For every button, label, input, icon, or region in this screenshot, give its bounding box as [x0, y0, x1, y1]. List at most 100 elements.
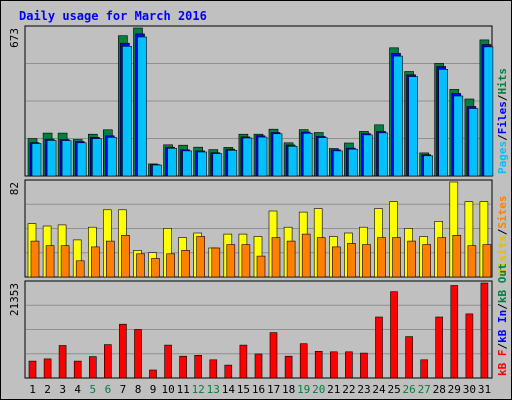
- x-tick-label-day-1: 1: [29, 383, 36, 396]
- bar-sites-day-22: [347, 243, 356, 278]
- bar-kb-f-day-10: [164, 344, 172, 379]
- bar-pages-day-24: [378, 132, 388, 177]
- x-tick-label-day-31: 31: [478, 383, 491, 396]
- x-tick-label-day-30: 30: [463, 383, 476, 396]
- bar-sites-day-23: [362, 244, 371, 278]
- bar-sites-day-21: [331, 246, 341, 278]
- x-tick-label-day-20: 20: [312, 383, 325, 396]
- bar-sites-day-2: [45, 245, 55, 278]
- x-tick-label-day-25: 25: [387, 383, 400, 396]
- bar-kb-f-day-9: [149, 369, 157, 379]
- bar-pages-day-29: [453, 95, 464, 177]
- middle-legend: Visits/Sites: [496, 196, 509, 276]
- bar-sites-day-14: [226, 244, 236, 278]
- bar-kb-f-day-3: [58, 345, 67, 379]
- x-tick-label-day-23: 23: [357, 383, 370, 396]
- x-tick-label-day-15: 15: [237, 383, 250, 396]
- bar-sites-day-5: [91, 246, 100, 278]
- bar-kb-f-day-18: [284, 355, 293, 379]
- x-axis-day-labels: 1 2 3 4 5 6 7 8 9 10 11 12 13 14 15 16 17 18 19 20 21 22 23 24 2…: [29, 383, 491, 396]
- bar-pages-day-16: [257, 136, 268, 177]
- bar-kb-f-day-22: [345, 351, 353, 379]
- bar-sites-day-24: [377, 237, 386, 278]
- bar-pages-day-1: [31, 143, 42, 177]
- bar-sites-day-18: [286, 240, 296, 278]
- bar-sites-day-17: [271, 237, 281, 278]
- bar-sites-day-13: [211, 247, 221, 278]
- bottom-series-kb-f: [28, 282, 489, 379]
- top-legend: Pages/Files/Hits: [496, 68, 509, 174]
- x-tick-label-day-22: 22: [342, 383, 355, 396]
- bottom-legend-item-1: /: [496, 343, 509, 350]
- bar-pages-day-20: [317, 137, 328, 177]
- bar-sites-day-7: [121, 235, 130, 278]
- bar-pages-day-23: [363, 134, 373, 177]
- bar-pages-day-18: [287, 146, 298, 177]
- bar-kb-f-day-11: [179, 355, 187, 379]
- bar-kb-f-day-13: [209, 359, 218, 379]
- middle-series-sites: [30, 233, 492, 278]
- x-tick-label-day-28: 28: [433, 383, 446, 396]
- bar-pages-day-21: [332, 150, 343, 177]
- x-tick-label-day-5: 5: [89, 383, 96, 396]
- bar-pages-day-7: [122, 45, 132, 177]
- bar-kb-f-day-29: [450, 285, 459, 379]
- bar-pages-day-5: [92, 138, 102, 177]
- bar-pages-day-4: [76, 142, 87, 177]
- bar-sites-day-9: [151, 258, 160, 278]
- top-legend-item-4: Hits: [496, 68, 509, 95]
- bar-kb-f-day-7: [119, 323, 127, 379]
- x-tick-label-day-9: 9: [150, 383, 157, 396]
- bar-kb-f-day-12: [194, 354, 202, 379]
- bar-pages-day-25: [393, 55, 403, 177]
- x-tick-label-day-4: 4: [74, 383, 81, 396]
- bar-pages-day-31: [483, 46, 494, 177]
- bar-sites-day-29: [452, 235, 462, 278]
- bottom-legend-item-4: kB Out: [496, 263, 509, 303]
- x-tick-label-day-2: 2: [44, 383, 51, 396]
- bottom-legend: kB F/kB In/kB Out: [496, 263, 509, 376]
- bar-sites-day-12: [196, 236, 205, 278]
- bar-kb-f-day-17: [269, 332, 278, 379]
- bar-pages-day-6: [107, 137, 117, 177]
- bar-sites-day-4: [75, 260, 85, 278]
- middle-panel: 82 Visits/Sites: [8, 179, 509, 278]
- x-tick-label-day-11: 11: [177, 383, 190, 396]
- bar-pages-day-12: [197, 151, 207, 177]
- bottom-legend-item-3: /: [496, 303, 509, 310]
- x-tick-label-day-14: 14: [222, 383, 236, 396]
- top-series-pages: [31, 36, 494, 177]
- bar-pages-day-9: [152, 164, 162, 177]
- bar-pages-day-11: [182, 150, 192, 177]
- bar-kb-f-day-27: [420, 359, 429, 379]
- bar-pages-day-19: [302, 133, 313, 177]
- bar-sites-day-31: [482, 244, 492, 278]
- bar-pages-day-28: [438, 69, 449, 177]
- bar-sites-day-11: [181, 250, 190, 278]
- middle-legend-item-2: Sites: [496, 196, 509, 229]
- bar-pages-day-8: [137, 36, 147, 177]
- bottom-legend-item-2: kB In: [496, 310, 509, 343]
- x-tick-label-day-29: 29: [448, 383, 461, 396]
- bar-pages-day-10: [167, 148, 177, 177]
- bar-kb-f-day-30: [465, 313, 474, 379]
- x-tick-label-day-26: 26: [402, 383, 415, 396]
- bar-kb-f-day-19: [299, 343, 308, 379]
- bar-kb-f-day-2: [43, 358, 52, 379]
- chart-title: Daily usage for March 2016: [19, 9, 207, 23]
- bar-sites-day-28: [437, 237, 447, 278]
- bar-pages-day-30: [468, 108, 479, 177]
- bar-kb-f-day-20: [314, 350, 323, 379]
- middle-y-max-label: 82: [8, 182, 21, 195]
- x-tick-label-day-24: 24: [372, 383, 386, 396]
- bar-kb-f-day-15: [239, 344, 248, 379]
- bar-sites-day-27: [422, 244, 432, 278]
- x-tick-label-day-16: 16: [252, 383, 265, 396]
- top-y-max-label: 673: [8, 28, 21, 48]
- x-tick-label-day-12: 12: [192, 383, 205, 396]
- x-tick-label-day-3: 3: [59, 383, 66, 396]
- top-panel: 673 Pages/Files/Hits: [8, 25, 509, 177]
- chart-panels: 673 Pages/Files/Hits 82 Visits/Sites21353kB…: [8, 25, 509, 379]
- bar-pages-day-22: [348, 148, 358, 177]
